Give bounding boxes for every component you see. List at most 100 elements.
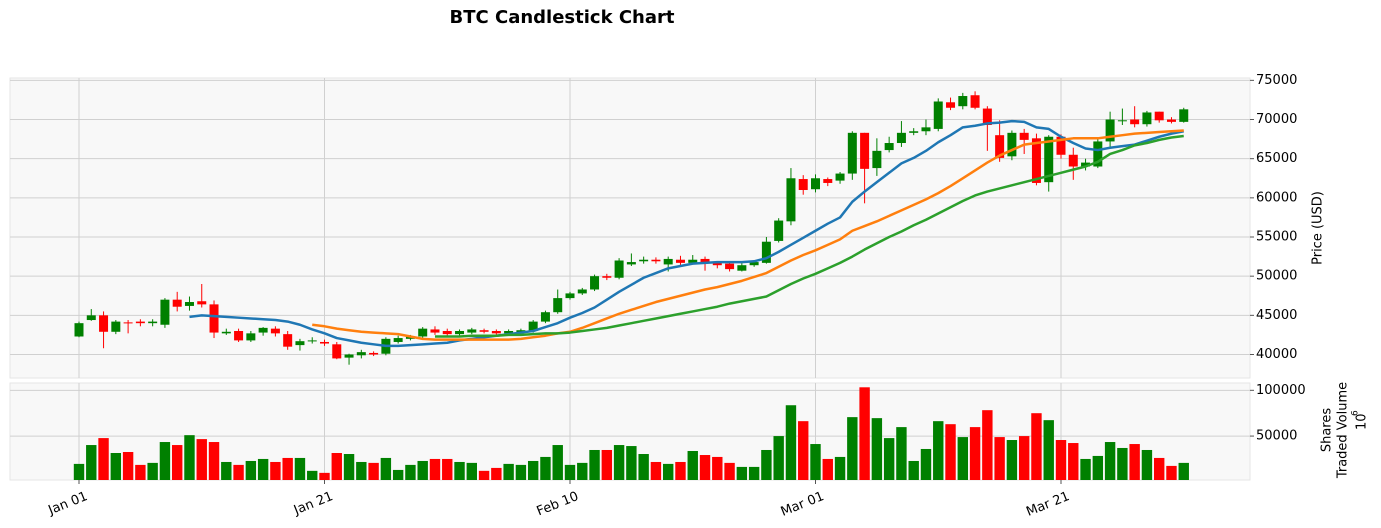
candle-body <box>1031 138 1041 183</box>
volume-bar <box>638 454 649 480</box>
candle-body <box>909 131 919 133</box>
candle-body <box>1179 109 1189 122</box>
volume-bar <box>564 464 576 480</box>
y-tick-label: 45000 <box>1256 308 1297 323</box>
candle-body <box>221 331 231 334</box>
candle-body <box>1044 136 1054 183</box>
price-panel <box>9 77 1251 379</box>
volume-bar <box>527 460 539 480</box>
candle-body <box>712 262 722 266</box>
candle-body <box>896 132 906 144</box>
candle-body <box>197 301 207 305</box>
candle-body <box>749 262 759 266</box>
volume-bar <box>221 461 232 480</box>
volume-bar <box>429 458 441 480</box>
candle-body <box>651 259 661 262</box>
volume-offset-base: 10 <box>1355 413 1370 430</box>
volume-bar <box>859 387 870 480</box>
volume-bar <box>1117 447 1128 480</box>
volume-offset-exponent: 6 <box>1351 410 1361 416</box>
candle-body <box>1056 136 1066 155</box>
candle-body <box>344 354 354 358</box>
candle-body <box>270 328 280 334</box>
candle-body <box>283 334 293 347</box>
volume-bar <box>1092 455 1104 480</box>
candle-body <box>455 331 465 335</box>
volume-bar <box>773 436 784 480</box>
candle-body <box>614 260 624 278</box>
volume-bar <box>208 442 220 480</box>
volume-bar <box>871 418 883 480</box>
candle-body <box>184 302 194 306</box>
volume-bar <box>834 456 846 480</box>
candle-body <box>442 331 452 335</box>
volume-bar <box>257 458 269 480</box>
volume-bar <box>294 457 306 480</box>
volume-bar <box>957 437 968 480</box>
volume-bar <box>748 466 760 480</box>
volume-bar <box>736 466 748 480</box>
volume-bar <box>577 462 588 480</box>
candle-body <box>786 178 796 222</box>
x-tick-label: Mar 01 <box>779 489 827 520</box>
candle-body <box>565 293 575 299</box>
volume-bar <box>73 463 85 480</box>
x-tick-label: Jan 21 <box>291 489 335 519</box>
volume-bar <box>98 438 109 480</box>
y-tick-label: 55000 <box>1256 230 1297 245</box>
candle-body <box>921 127 931 132</box>
candle-body <box>995 135 1005 158</box>
volume-bar <box>663 463 674 480</box>
candle-body <box>479 330 489 332</box>
volume-bar <box>1166 465 1177 480</box>
candle-body <box>504 331 514 334</box>
moving-average-line <box>189 119 1184 348</box>
candle-body <box>946 102 956 108</box>
candle-body <box>111 321 121 332</box>
volume-axis-label: Traded Volume <box>1336 382 1351 479</box>
volume-bar <box>478 470 490 480</box>
volume-bar <box>147 462 158 480</box>
candle-body <box>295 341 305 346</box>
volume-bar <box>270 461 281 480</box>
volume-axis-label: Shares <box>1320 408 1335 453</box>
volume-bar <box>1141 449 1153 480</box>
volume-bar <box>626 446 637 480</box>
x-tick-label: Feb 10 <box>535 489 581 519</box>
candle-body <box>860 132 870 169</box>
y-tick-label: 50000 <box>1256 429 1297 444</box>
candle-body <box>700 258 710 263</box>
volume-bar <box>319 472 330 480</box>
candle-body <box>393 338 403 342</box>
moving-average-line <box>434 134 1184 338</box>
volume-bar <box>945 424 956 480</box>
volume-bar <box>994 437 1005 480</box>
volume-bar <box>589 449 600 480</box>
candle-body <box>1019 132 1029 140</box>
volume-bar <box>687 450 698 480</box>
volume-bar <box>159 442 171 480</box>
candle-body <box>74 323 84 337</box>
candle-body <box>1105 119 1115 142</box>
candle-body <box>1142 112 1152 125</box>
volume-bar <box>1031 413 1042 480</box>
volume-bar <box>466 462 477 480</box>
candle-body <box>430 329 440 333</box>
volume-bar <box>908 460 919 480</box>
candle-body <box>369 352 379 355</box>
y-tick-label: 100000 <box>1256 383 1306 398</box>
candle-body <box>1130 119 1140 125</box>
volume-bar <box>454 461 465 480</box>
candle-body <box>540 312 550 322</box>
candle-body <box>847 132 857 174</box>
candle-body <box>577 289 587 294</box>
volume-bar <box>1006 440 1018 480</box>
volume-bar <box>798 421 809 480</box>
volume-bar <box>724 462 735 480</box>
volume-bar <box>1178 462 1189 480</box>
candle-body <box>246 333 256 341</box>
volume-bar <box>86 445 97 480</box>
volume-bar <box>1055 440 1067 480</box>
volume-bar <box>307 470 318 480</box>
